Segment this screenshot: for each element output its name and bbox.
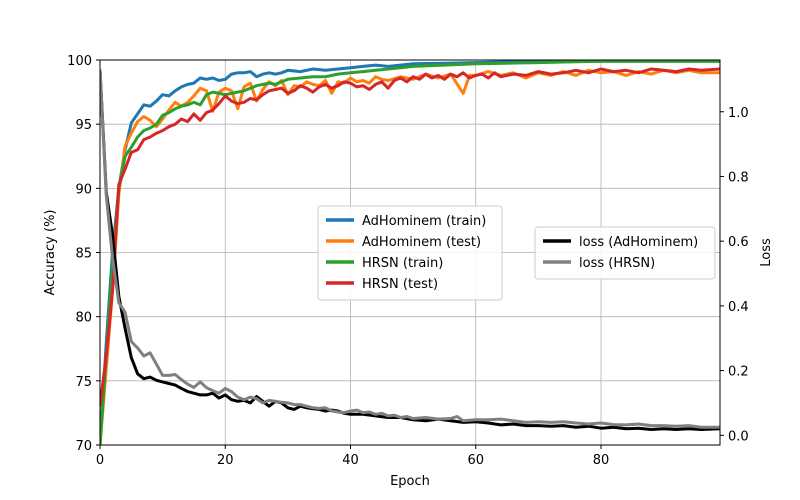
legend-label: AdHominem (test) xyxy=(362,235,481,250)
legend-accuracy: AdHominem (train) AdHominem (test) HRSN (t… xyxy=(317,205,503,301)
y-tick-label: 90 xyxy=(75,182,92,197)
series-line-accuracy-0 xyxy=(100,60,720,445)
y2-axis-title: Loss xyxy=(759,238,774,267)
legend-label: HRSN (test) xyxy=(362,277,438,292)
y2-tick-label: 0.2 xyxy=(728,365,749,380)
legend-label: loss (HRSN) xyxy=(579,256,655,271)
x-axis-title: Epoch xyxy=(390,474,430,489)
y2-tick-label: 1.0 xyxy=(728,106,749,121)
legend-label: HRSN (train) xyxy=(362,256,443,271)
ticks: 0 20 40 60 80 70 75 80 85 90 95 100 0.0 0.2 0.4 0.6 0.8 1… xyxy=(67,54,749,468)
y-tick-label: 95 xyxy=(75,118,92,133)
y2-tick-label: 0.4 xyxy=(728,300,749,315)
y-tick-label: 80 xyxy=(75,311,92,326)
plot-lines xyxy=(100,60,720,445)
x-tick-label: 20 xyxy=(217,453,234,468)
legend-box xyxy=(534,226,716,280)
y-tick-label: 100 xyxy=(67,54,92,69)
y2-tick-label: 0.0 xyxy=(728,429,749,444)
legend-box xyxy=(317,205,503,301)
legend-label: AdHominem (train) xyxy=(362,214,486,229)
series-line-accuracy-3 xyxy=(100,67,720,407)
x-tick-label: 40 xyxy=(342,453,359,468)
series-line-accuracy-2 xyxy=(100,60,720,445)
y-tick-label: 75 xyxy=(75,375,92,390)
y2-tick-label: 0.6 xyxy=(728,235,749,250)
x-tick-label: 60 xyxy=(467,453,484,468)
series-line-loss-1 xyxy=(100,69,720,429)
x-tick-label: 80 xyxy=(593,453,610,468)
legend-label: loss (AdHominem) xyxy=(579,235,698,250)
y-tick-label: 70 xyxy=(75,439,92,454)
x-tick-label: 0 xyxy=(96,453,104,468)
y-axis-title: Accuracy (%) xyxy=(43,210,58,296)
legend-loss: loss (AdHominem) loss (HRSN) xyxy=(534,226,716,280)
y-tick-label: 85 xyxy=(75,247,92,262)
y2-tick-label: 0.8 xyxy=(728,170,749,185)
